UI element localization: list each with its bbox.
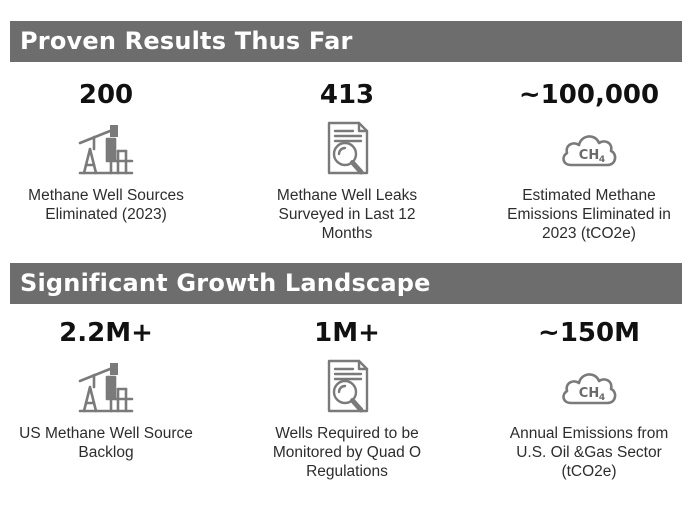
stat-well-sources-eliminated: 200 Methane Well Sources Eliminated (202…: [0, 80, 216, 224]
stat-wells-required-monitoring: 1M+ Wells Required to be Monitored by Qu…: [237, 318, 457, 481]
stat-well-source-backlog: 2.2M+ US Methane Well Source Backlog: [0, 318, 216, 462]
ch4-cloud-icon: CH 4: [562, 373, 617, 405]
stat-value: 1M+: [314, 318, 380, 348]
pumpjack-icon: [78, 363, 134, 413]
document-magnifier-icon: [327, 359, 369, 413]
stat-leaks-surveyed: 413 Methane Well Leaks Surveyed in Last …: [237, 80, 457, 243]
stat-value: ~100,000: [518, 80, 660, 110]
svg-text:CH: CH: [579, 386, 599, 401]
stat-emissions-eliminated: ~100,000 CH 4 Estimated Methane Emission…: [479, 80, 696, 243]
svg-text:4: 4: [599, 393, 605, 403]
svg-text:4: 4: [599, 155, 605, 165]
pumpjack-icon: [78, 125, 134, 175]
stat-value: 200: [78, 80, 134, 110]
stat-label: US Methane Well Source Backlog: [19, 425, 193, 461]
stat-value: ~150M: [538, 318, 640, 348]
document-magnifier-icon: [327, 121, 369, 175]
stat-label: Methane Well Leaks Surveyed in Last 12 M…: [276, 187, 418, 242]
stat-annual-emissions: ~150M CH 4 Annual Emissions from U.S. Oi…: [479, 318, 696, 481]
stat-value: 2.2M+: [59, 318, 153, 348]
stat-label: Estimated Methane Emissions Eliminated i…: [507, 187, 671, 242]
ch4-cloud-icon: CH 4: [562, 135, 617, 167]
stat-label: Wells Required to be Monitored by Quad O…: [272, 425, 422, 480]
section-header-growth-landscape: Significant Growth Landscape: [10, 263, 682, 304]
stat-label: Annual Emissions from U.S. Oil &Gas Sect…: [509, 425, 669, 480]
stat-label: Methane Well Sources Eliminated (2023): [28, 187, 184, 223]
svg-text:CH: CH: [579, 148, 599, 163]
section-header-proven-results: Proven Results Thus Far: [10, 21, 682, 62]
stat-value: 413: [319, 80, 375, 110]
